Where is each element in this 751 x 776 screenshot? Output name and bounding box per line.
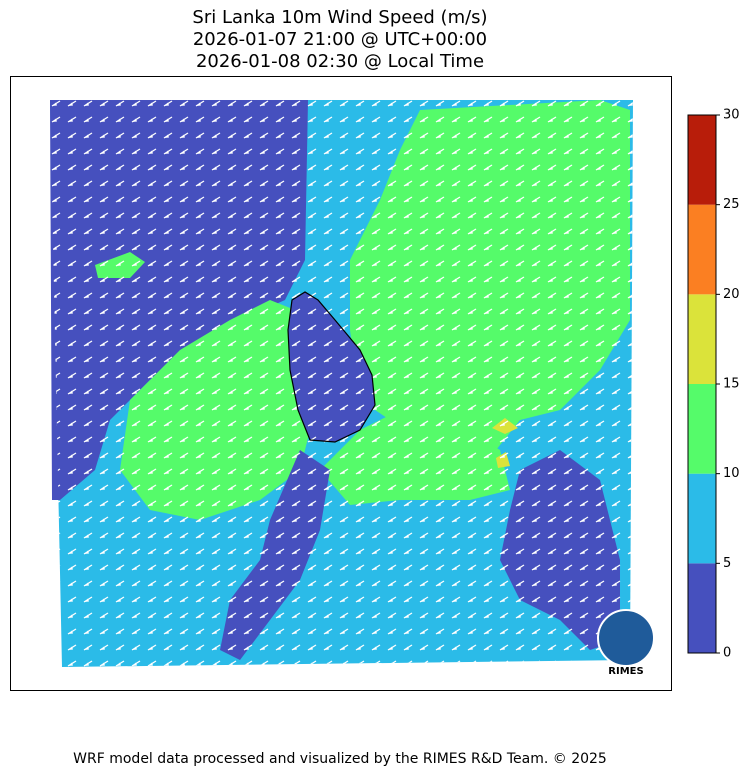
colorbar-tick-label: 30 bbox=[723, 108, 740, 123]
map-frame bbox=[10, 76, 672, 691]
colorbar-segment bbox=[688, 294, 716, 384]
title-line: 2026-01-08 02:30 @ Local Time bbox=[196, 51, 484, 72]
colorbar-tick-label: 10 bbox=[723, 466, 740, 481]
wind-arrows bbox=[50, 100, 633, 667]
colorbar-tick-label: 25 bbox=[723, 197, 740, 212]
title-line: 2026-01-07 21:00 @ UTC+00:00 bbox=[193, 29, 487, 50]
colorbar-segment bbox=[688, 473, 716, 564]
colorbar: 0 5 10 15 20 25 30 bbox=[687, 108, 740, 661]
colorbar-segment bbox=[688, 563, 716, 653]
logo-badge bbox=[597, 609, 655, 667]
colorbar-tick-label: 20 bbox=[723, 287, 740, 302]
colorbar-segment bbox=[688, 204, 716, 295]
title-line: Sri Lanka 10m Wind Speed (m/s) bbox=[192, 7, 487, 28]
map: RIMES bbox=[50, 100, 655, 677]
colorbar-tick-label: 5 bbox=[723, 556, 731, 571]
colorbar-tick-label: 15 bbox=[723, 377, 740, 392]
coastline bbox=[287, 291, 376, 443]
colorbar-segment bbox=[688, 384, 716, 474]
colorbar-tick-label: 0 bbox=[723, 646, 731, 661]
footer: WRF model data processed and visualized … bbox=[73, 751, 607, 767]
logo-text: RIMES bbox=[608, 666, 643, 677]
colorbar-segment bbox=[688, 115, 716, 205]
